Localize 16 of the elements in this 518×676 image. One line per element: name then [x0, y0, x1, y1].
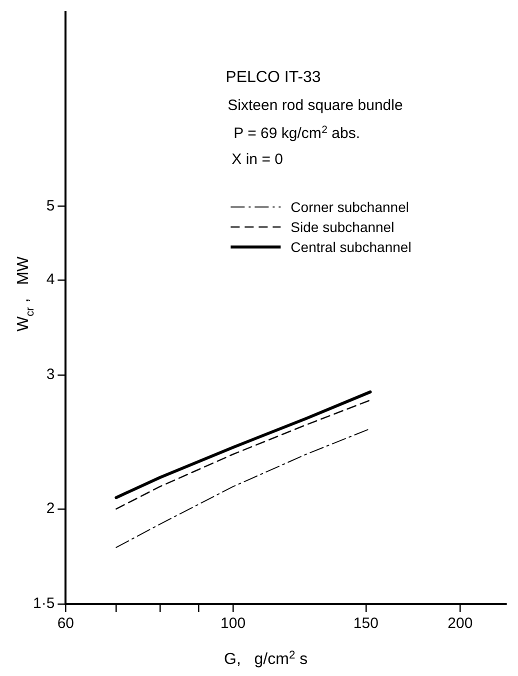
y-tick-label: 4 [46, 271, 55, 288]
annotation: X in = 0 [232, 151, 283, 168]
legend-label: Central subchannel [290, 239, 412, 255]
x-tick-label: 200 [448, 615, 473, 632]
text: PELCO IT-33 [226, 69, 321, 86]
x-tick-label: 60 [57, 615, 74, 632]
y-tick-label: 1·5 [32, 595, 55, 612]
y-tick-label: 2 [46, 500, 55, 518]
y-tick-label: 5 [46, 197, 55, 214]
legend-label: Side subchannel [290, 219, 394, 235]
x-tick-label: 150 [353, 615, 378, 632]
y-tick-label: 3 [46, 366, 55, 384]
legend-label: Corner subchannel [290, 199, 409, 215]
text: Sixteen rod square bundle [228, 97, 403, 114]
y-axis-title: Wcr , MW [15, 256, 37, 332]
x-tick-label: 100 [220, 615, 246, 632]
